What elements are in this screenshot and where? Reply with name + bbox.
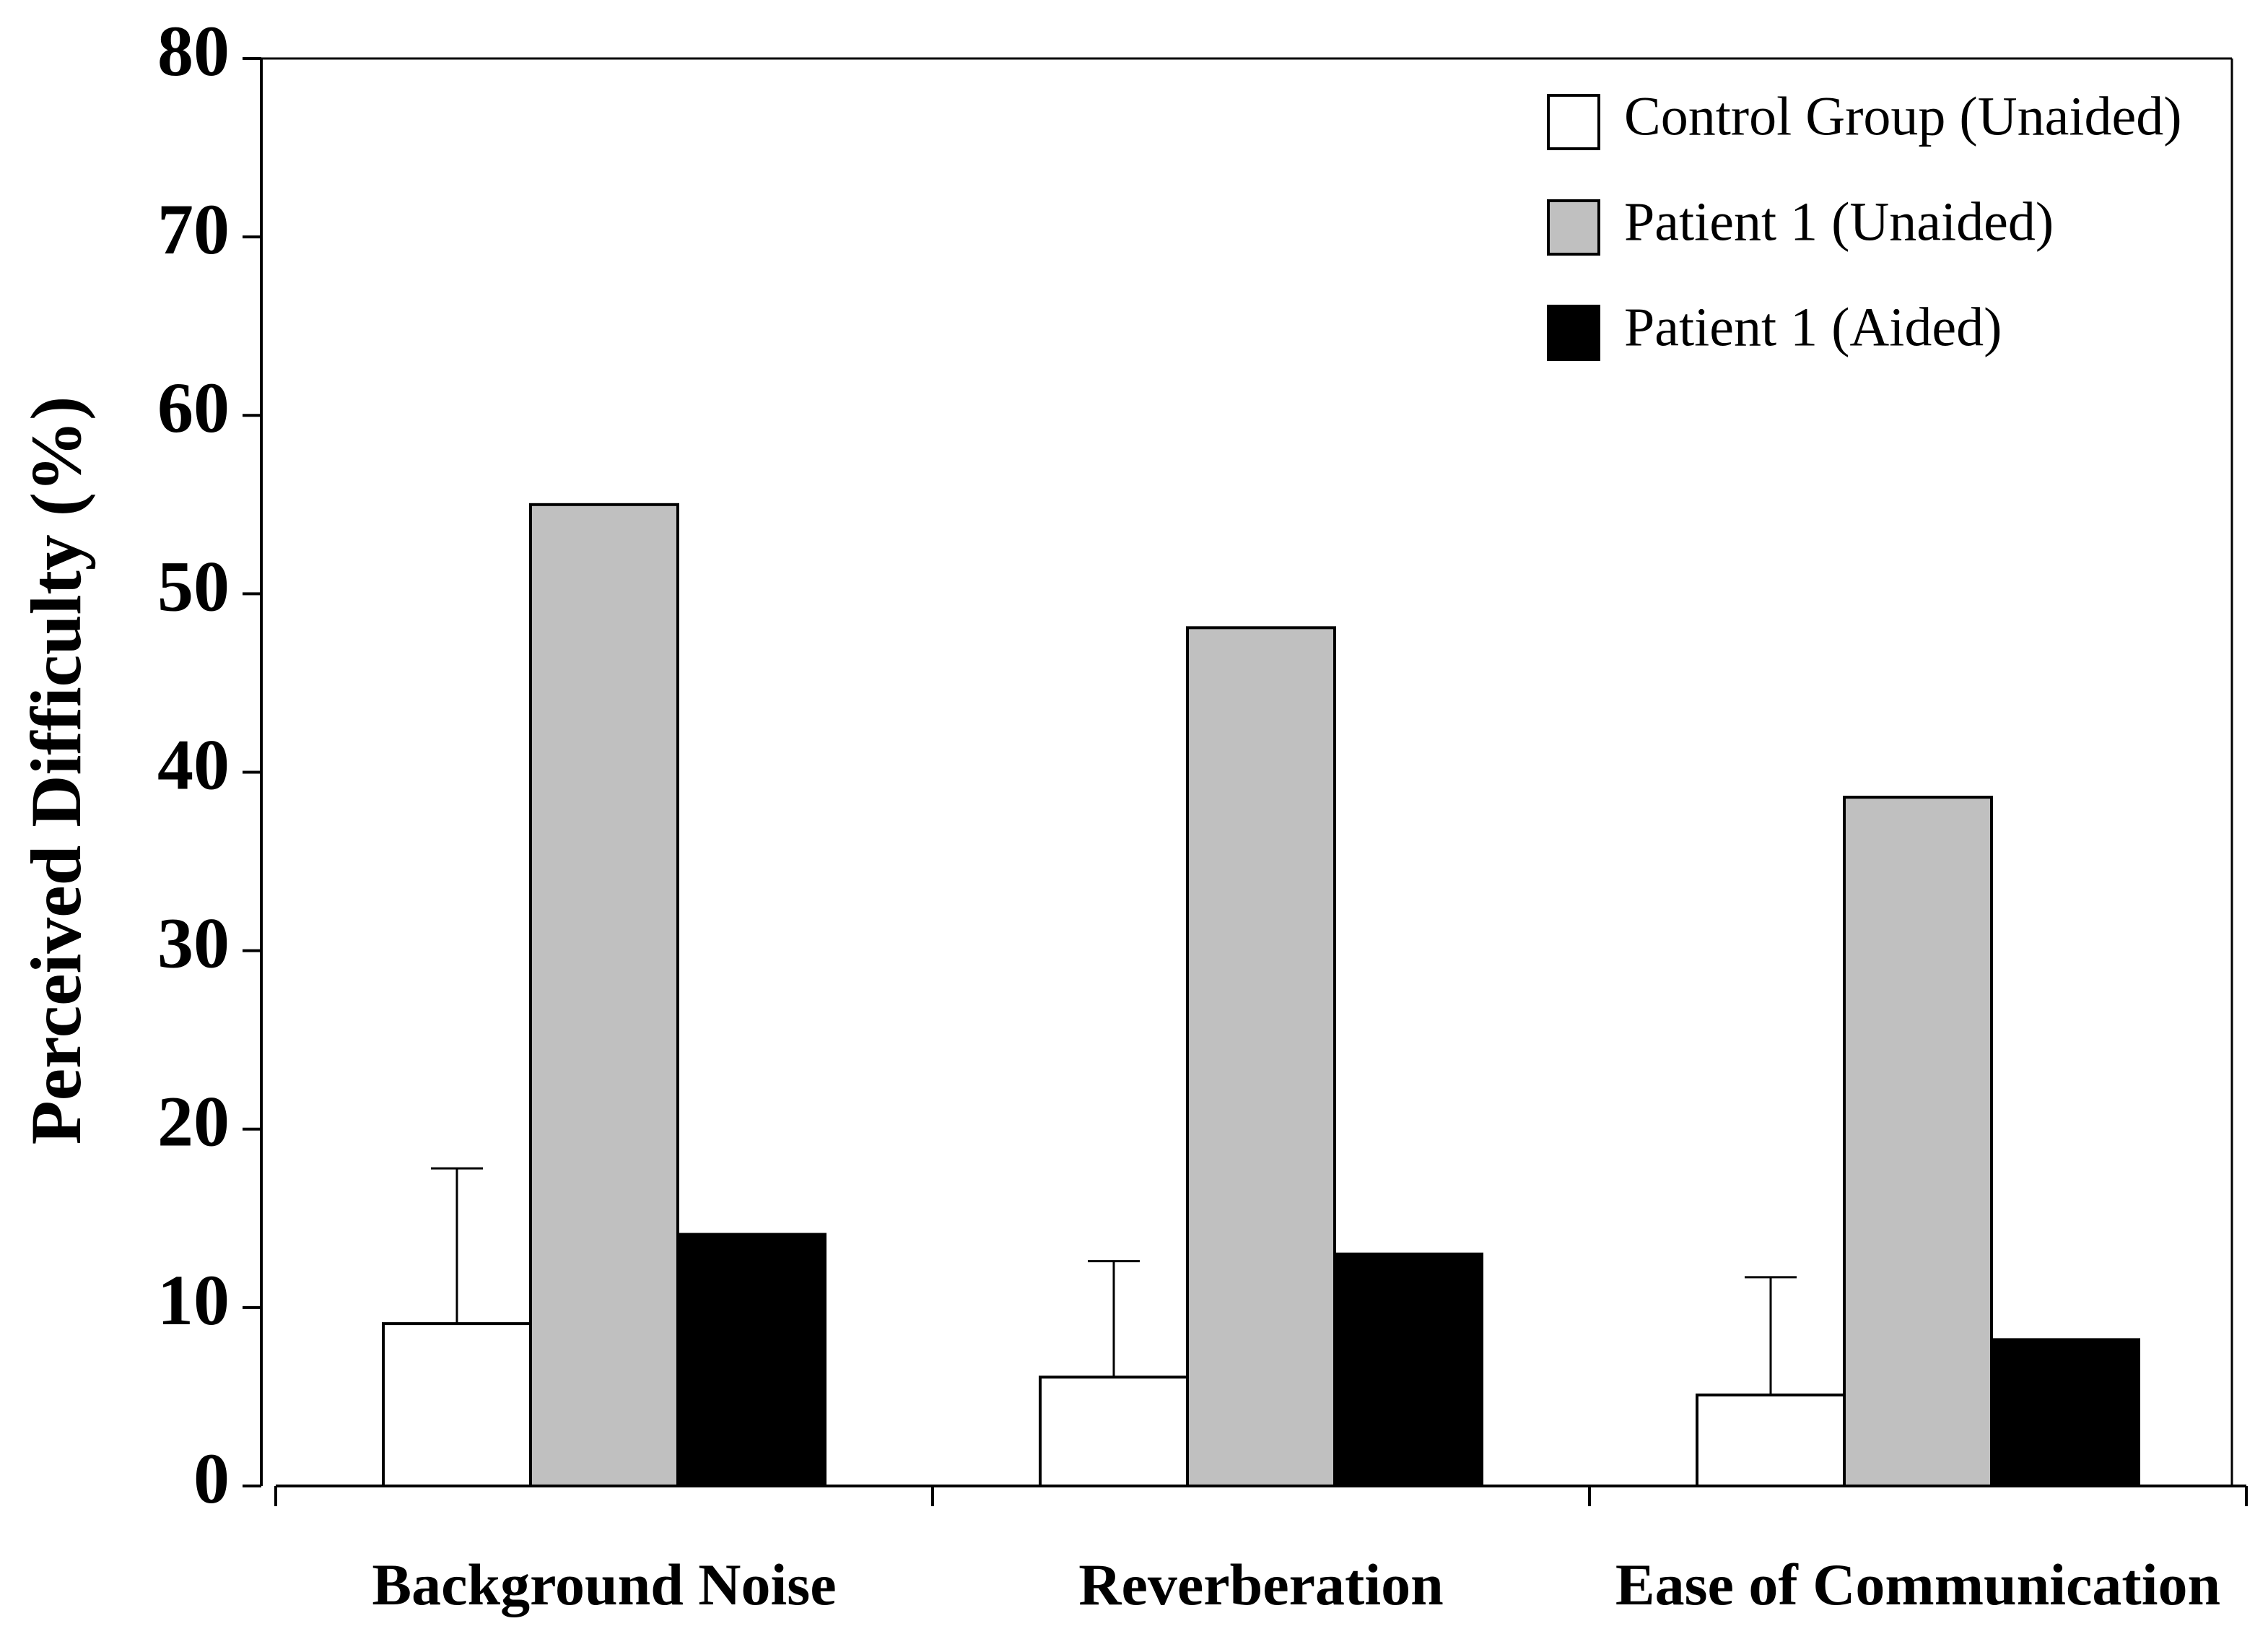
y-tick-label: 20 bbox=[157, 1082, 230, 1162]
y-tick-label: 40 bbox=[157, 724, 230, 804]
bar bbox=[1696, 1393, 1846, 1488]
legend-label: Patient 1 (Aided) bbox=[1624, 297, 2002, 357]
y-tick-label: 10 bbox=[157, 1260, 230, 1340]
legend-swatch bbox=[1547, 305, 1600, 361]
bar bbox=[382, 1322, 532, 1487]
x-tick-label: Ease of Communication bbox=[1615, 1552, 2220, 1617]
bar bbox=[676, 1233, 826, 1487]
error-bar bbox=[1745, 1276, 1797, 1395]
legend-label: Control Group (Unaided) bbox=[1624, 86, 2182, 147]
y-tick-label: 30 bbox=[157, 903, 230, 983]
y-axis-label: Perceived Difficulty (%) bbox=[16, 396, 96, 1145]
y-tick-label: 70 bbox=[157, 189, 230, 269]
legend-swatch bbox=[1547, 199, 1600, 256]
bar bbox=[1186, 626, 1336, 1487]
error-bar bbox=[1088, 1260, 1140, 1378]
bar bbox=[1990, 1338, 2140, 1488]
error-bar bbox=[431, 1167, 483, 1324]
y-tick-label: 0 bbox=[193, 1438, 230, 1518]
legend-label: Patient 1 (Unaided) bbox=[1624, 191, 2054, 252]
bar bbox=[1039, 1376, 1189, 1488]
bar bbox=[1333, 1252, 1483, 1488]
y-tick-label: 80 bbox=[157, 11, 230, 91]
legend-swatch bbox=[1547, 94, 1600, 150]
bar bbox=[529, 503, 679, 1487]
y-tick-label: 60 bbox=[157, 368, 230, 448]
bar bbox=[1843, 796, 1993, 1488]
y-tick-label: 50 bbox=[157, 546, 230, 626]
x-tick-label: Reverberation bbox=[1078, 1552, 1444, 1617]
x-tick-label: Background Noise bbox=[372, 1552, 836, 1617]
